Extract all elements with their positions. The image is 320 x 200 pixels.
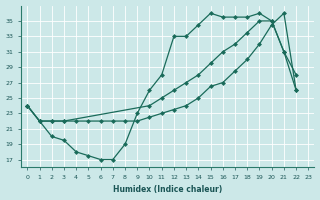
- X-axis label: Humidex (Indice chaleur): Humidex (Indice chaleur): [113, 185, 222, 194]
